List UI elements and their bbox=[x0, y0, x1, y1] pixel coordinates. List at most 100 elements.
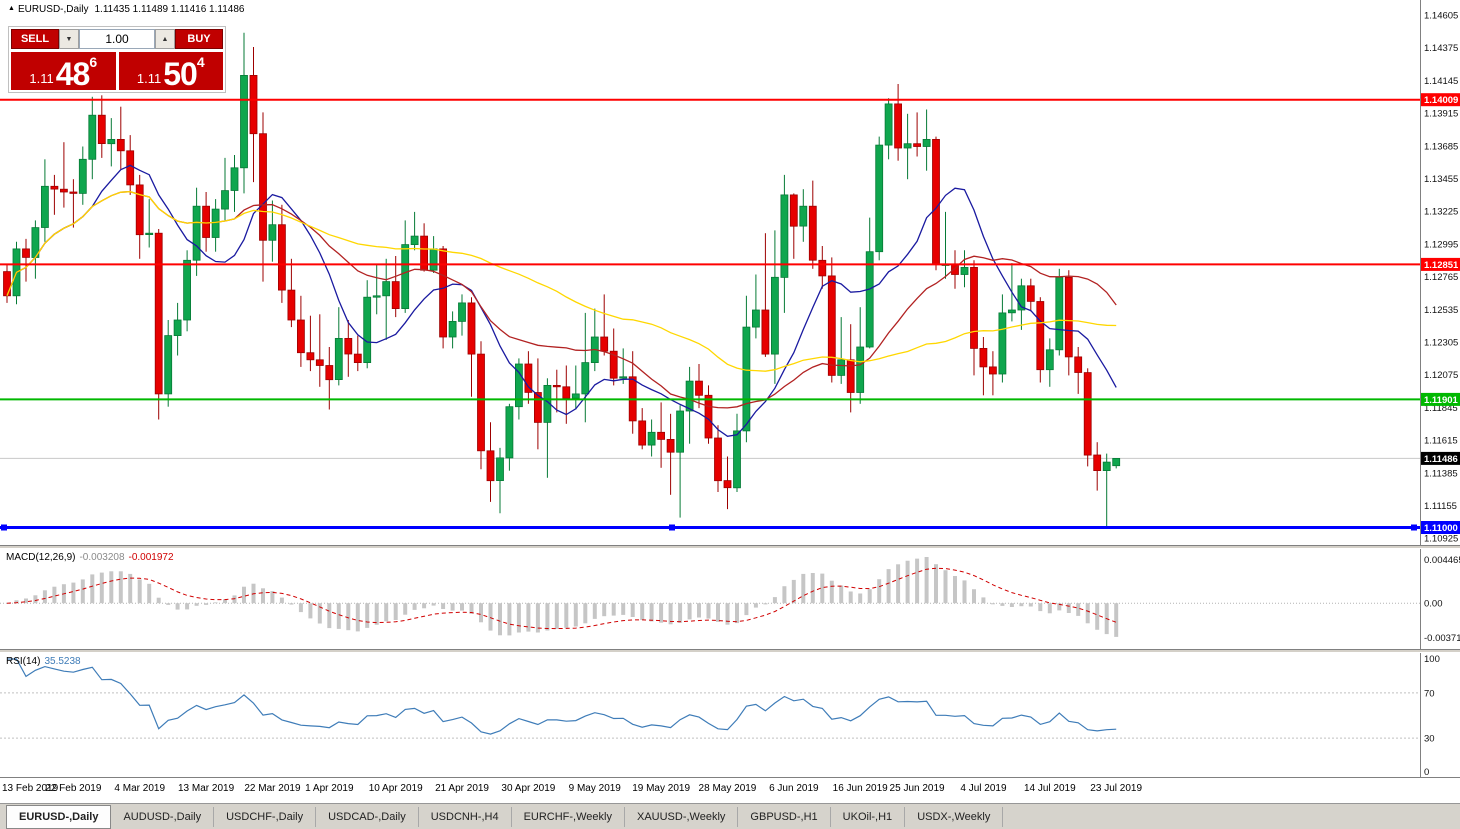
date-axis-label: 4 Jul 2019 bbox=[960, 783, 1007, 794]
rsi-axis-label: 70 bbox=[1424, 688, 1435, 699]
date-axis-label: 1 Apr 2019 bbox=[305, 783, 354, 794]
chart-tab-usdcad-daily[interactable]: USDCAD-,Daily bbox=[316, 806, 419, 827]
date-axis-label: 13 Feb 2019 bbox=[2, 783, 59, 794]
date-axis-label: 9 May 2019 bbox=[568, 783, 621, 794]
hline-handle[interactable] bbox=[1411, 524, 1417, 531]
hline-price-tag-text: 1.11000 bbox=[1424, 523, 1458, 534]
rsi-axis-label: 0 bbox=[1424, 767, 1429, 777]
chart-tab-eurchf-weekly[interactable]: EURCHF-,Weekly bbox=[512, 806, 625, 827]
volume-decrease-button[interactable]: ▼ bbox=[59, 29, 79, 49]
rsi-pane[interactable]: 100 70 30 0 bbox=[0, 653, 1460, 777]
price-axis-label: 1.13685 bbox=[1424, 141, 1458, 152]
chart-tab-xauusd-weekly[interactable]: XAUUSD-,Weekly bbox=[625, 806, 739, 827]
hline-price-tag-text: 1.14009 bbox=[1424, 95, 1458, 106]
rsi-axis-label: 30 bbox=[1424, 734, 1435, 745]
macd-main-value: -0.003208 bbox=[79, 552, 125, 563]
date-axis-label: 25 Jun 2019 bbox=[889, 783, 945, 794]
price-axis-label: 1.12075 bbox=[1424, 370, 1458, 381]
date-axis-label: 4 Mar 2019 bbox=[114, 783, 166, 794]
sell-price-pips: 48 bbox=[55, 56, 91, 92]
chart-tab-usdcnh-h4[interactable]: USDCNH-,H4 bbox=[419, 806, 512, 827]
price-axis-label: 1.10925 bbox=[1424, 534, 1458, 545]
hline-price-tag bbox=[1421, 93, 1460, 107]
price-axis-label: 1.11845 bbox=[1424, 403, 1458, 414]
date-axis-label: 23 Jul 2019 bbox=[1090, 783, 1143, 794]
date-axis-label: 21 Apr 2019 bbox=[435, 783, 489, 794]
date-axis-label: 30 Apr 2019 bbox=[501, 783, 556, 794]
sell-price-display[interactable]: 1.11 48 6 bbox=[11, 52, 116, 90]
chart-symbol-label: EURUSD-,Daily bbox=[17, 4, 89, 15]
hline-handle[interactable] bbox=[1, 524, 7, 531]
chart-tab-eurusd-daily[interactable]: EURUSD-,Daily bbox=[6, 804, 112, 829]
rsi-line bbox=[7, 658, 1117, 735]
price-axis-label: 1.12305 bbox=[1424, 338, 1458, 349]
date-axis-label: 6 Jun 2019 bbox=[769, 783, 819, 794]
date-axis-label: 10 Apr 2019 bbox=[368, 783, 423, 794]
macd-name: MACD(12,26,9) bbox=[6, 552, 76, 563]
macd-signal-line bbox=[6, 567, 1117, 630]
hline-handle[interactable] bbox=[669, 524, 675, 531]
macd-pane[interactable]: 0.004465 0.00 -0.003710 bbox=[0, 549, 1460, 649]
price-axis-label: 1.11155 bbox=[1424, 501, 1457, 512]
current-price-tag-text: 1.11486 bbox=[1424, 454, 1458, 465]
macd-axis-label: -0.003710 bbox=[1424, 633, 1460, 644]
price-axis-label: 1.14605 bbox=[1424, 11, 1458, 22]
chart-tab-usdchf-daily[interactable]: USDCHF-,Daily bbox=[214, 806, 317, 827]
price-axis-label: 1.12995 bbox=[1424, 239, 1458, 250]
macd-axis-label: 0.00 bbox=[1424, 599, 1443, 610]
hline-price-tag bbox=[1421, 257, 1460, 271]
volume-increase-button[interactable]: ▲ bbox=[155, 29, 175, 49]
rsi-axis-label: 100 bbox=[1424, 654, 1440, 665]
buy-price-display[interactable]: 1.11 50 4 bbox=[118, 52, 223, 92]
sell-button[interactable]: SELL bbox=[11, 29, 59, 49]
moving-average-50 bbox=[6, 191, 1117, 372]
symbol-arrow-icon: ▲ bbox=[8, 5, 15, 12]
sell-price-prefix: 1.11 bbox=[29, 71, 54, 86]
hline-price-tag-text: 1.12851 bbox=[1424, 260, 1459, 271]
buy-price-pips: 50 bbox=[163, 56, 198, 92]
panel-splitter[interactable] bbox=[0, 649, 1460, 653]
current-price-tag bbox=[1421, 451, 1460, 465]
price-axis-label: 1.13225 bbox=[1424, 207, 1458, 218]
sell-price-point: 6 bbox=[89, 54, 98, 70]
chart-tab-ukoil-h1[interactable]: UKOil-,H1 bbox=[831, 806, 906, 827]
price-axis-label: 1.13455 bbox=[1424, 174, 1458, 185]
price-axis-label: 1.12765 bbox=[1424, 272, 1458, 283]
date-axis-label: 28 May 2019 bbox=[698, 783, 757, 794]
candles bbox=[3, 32, 1121, 527]
macd-signal-value: -0.001972 bbox=[128, 552, 174, 563]
hline-price-tag bbox=[1421, 392, 1460, 406]
chart-title: ▲ EURUSD-,Daily 1.11435 1.11489 1.11416 1.… bbox=[8, 4, 244, 15]
price-axis-label: 1.12535 bbox=[1424, 305, 1458, 316]
moving-average-25 bbox=[6, 191, 1117, 409]
one-click-trading-panel: SELL ▼ ▲ BUY 1.11 48 6 1.11 50 4 bbox=[8, 26, 226, 93]
time-axis[interactable]: 13 Feb 2019 22 Feb 2019 4 Mar 2019 13 Mar 2… bbox=[0, 777, 1460, 803]
hline-price-tag-text: 1.11901 bbox=[1424, 395, 1459, 406]
chart-ohlc-values: 1.11435 1.11489 1.11416 1.11486 bbox=[94, 4, 245, 15]
rsi-indicator-label: RSI(14) 35.5238 bbox=[6, 656, 81, 667]
date-axis-label: 22 Mar 2019 bbox=[244, 783, 301, 794]
date-axis-label: 22 Feb 2019 bbox=[45, 783, 102, 794]
macd-axis-label: 0.004465 bbox=[1424, 555, 1460, 566]
panel-splitter[interactable] bbox=[0, 545, 1460, 549]
buy-price-prefix: 1.11 bbox=[136, 71, 162, 86]
chart-tab-gbpusd-h1[interactable]: GBPUSD-,H1 bbox=[738, 806, 831, 827]
chart-tab-usdx-weekly[interactable]: USDX-,Weekly bbox=[905, 806, 1004, 827]
price-axis-label: 1.14375 bbox=[1424, 43, 1458, 54]
rsi-name: RSI(14) bbox=[6, 656, 41, 667]
price-axis-label: 1.11385 bbox=[1424, 468, 1458, 479]
moving-average-10 bbox=[6, 164, 1117, 437]
rsi-value: 35.5238 bbox=[44, 656, 81, 667]
price-axis-label: 1.11615 bbox=[1424, 436, 1458, 447]
price-chart-pane[interactable]: 1.14605 1.14375 1.14145 1.13915 1.13685 1.134… bbox=[0, 0, 1460, 545]
buy-price-point: 4 bbox=[196, 54, 205, 70]
chart-tab-audusd-daily[interactable]: AUDUSD-,Daily bbox=[111, 806, 215, 827]
buy-button[interactable]: BUY bbox=[175, 29, 223, 49]
price-axis-label: 1.13915 bbox=[1424, 109, 1458, 120]
volume-input[interactable] bbox=[79, 29, 155, 49]
date-axis-label: 14 Jul 2019 bbox=[1023, 783, 1076, 794]
date-axis-label: 13 Mar 2019 bbox=[178, 783, 235, 794]
hline-price-tag bbox=[1421, 521, 1460, 534]
chart-tab-bar: EURUSD-,Daily AUDUSD-,Daily USDCHF-,Daily U… bbox=[0, 803, 1460, 829]
